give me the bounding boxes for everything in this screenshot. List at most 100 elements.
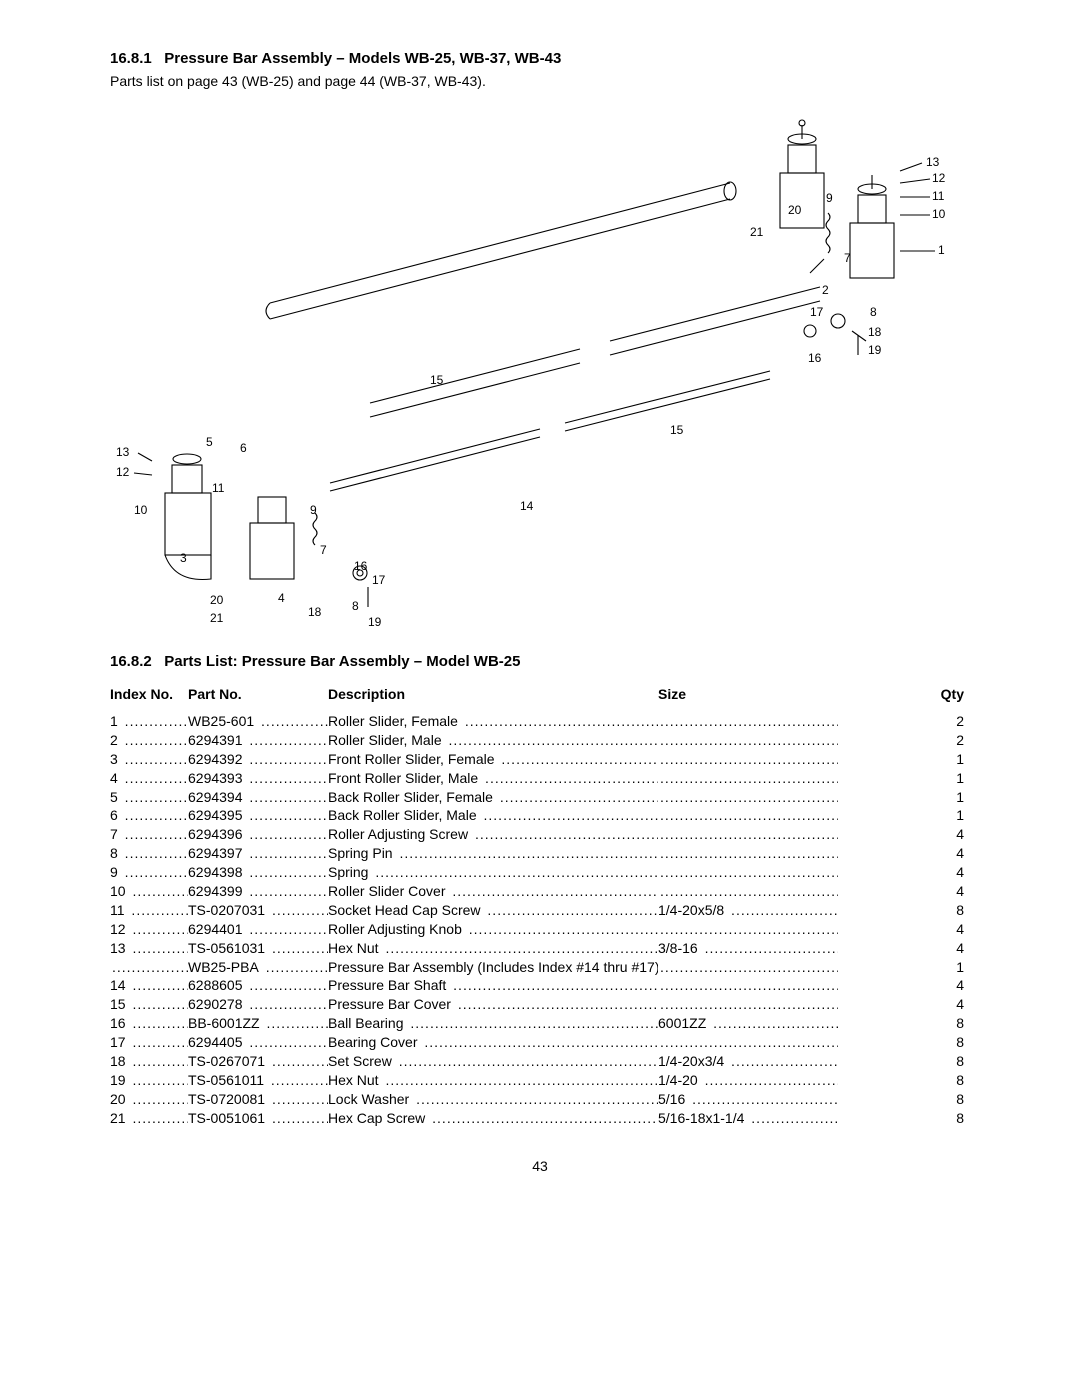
parts-row: 106294399Roller Slider Cover4 — [110, 882, 970, 901]
callout-19-lower: 19 — [368, 615, 381, 629]
callout-15b: 15 — [670, 423, 683, 437]
cell-index: 20 — [110, 1090, 188, 1109]
cell-description: Pressure Bar Shaft — [328, 976, 658, 995]
cell-qty: 8 — [838, 1033, 970, 1052]
cell-index: 9 — [110, 863, 188, 882]
cell-qty: 2 — [838, 731, 970, 750]
cell-part-no: BB-6001ZZ — [188, 1014, 328, 1033]
cell-qty: 4 — [838, 976, 970, 995]
cell-size: 3/8-16 — [658, 939, 838, 958]
cell-description: Spring — [328, 863, 658, 882]
cell-qty: 4 — [838, 882, 970, 901]
parts-row: 21TS-0051061Hex Cap Screw5/16-18x1-1/48 — [110, 1109, 970, 1128]
callout-8-lower: 8 — [352, 599, 359, 613]
cell-size — [658, 882, 838, 901]
section-subtext: Parts list on page 43 (WB-25) and page 4… — [110, 73, 970, 89]
parts-row: 176294405Bearing Cover8 — [110, 1033, 970, 1052]
callout-18-lower: 18 — [308, 605, 321, 619]
cell-part-no: 6294399 — [188, 882, 328, 901]
cell-qty: 8 — [838, 901, 970, 920]
cell-size — [658, 731, 838, 750]
cell-part-no: 6290278 — [188, 995, 328, 1014]
parts-row: 36294392Front Roller Slider, Female1 — [110, 750, 970, 769]
cell-description: Roller Adjusting Screw — [328, 825, 658, 844]
parts-table-header: Index No. Part No. Description Size Qty — [110, 686, 970, 702]
cell-size — [658, 712, 838, 731]
section-title: Pressure Bar Assembly – Models WB-25, WB… — [164, 50, 561, 67]
cell-size — [658, 863, 838, 882]
cell-description: Roller Adjusting Knob — [328, 920, 658, 939]
section-16-8-2-heading: 16.8.2 Parts List: Pressure Bar Assembly… — [110, 653, 970, 670]
col-index: Index No. — [110, 686, 188, 702]
cell-index: 11 — [110, 901, 188, 920]
cell-index: 21 — [110, 1109, 188, 1128]
parts-row: WB25-PBAPressure Bar Assembly (Includes … — [110, 958, 970, 977]
cell-index: 15 — [110, 995, 188, 1014]
cell-size: 5/16-18x1-1/4 — [658, 1109, 838, 1128]
callout-11-upper: 11 — [932, 189, 944, 203]
cell-size: 5/16 — [658, 1090, 838, 1109]
cell-description: Hex Nut — [328, 939, 658, 958]
cell-index: 19 — [110, 1071, 188, 1090]
callout-14: 14 — [520, 499, 533, 513]
cell-qty: 4 — [838, 920, 970, 939]
cell-qty: 4 — [838, 844, 970, 863]
cell-part-no: 6294393 — [188, 769, 328, 788]
col-size: Size — [658, 686, 838, 702]
cell-description: Spring Pin — [328, 844, 658, 863]
cell-description: Roller Slider Cover — [328, 882, 658, 901]
cell-index: 7 — [110, 825, 188, 844]
cell-index: 8 — [110, 844, 188, 863]
cell-qty: 4 — [838, 825, 970, 844]
cell-description: Front Roller Slider, Male — [328, 769, 658, 788]
cell-part-no: WB25-PBA — [188, 958, 328, 977]
cell-description: Bearing Cover — [328, 1033, 658, 1052]
diagram-svg — [110, 103, 970, 623]
cell-qty: 8 — [838, 1090, 970, 1109]
parts-row: 18TS-0267071Set Screw1/4-20x3/48 — [110, 1052, 970, 1071]
cell-part-no: WB25-601 — [188, 712, 328, 731]
cell-description: Hex Cap Screw — [328, 1109, 658, 1128]
callout-17-upper: 17 — [810, 305, 823, 319]
parts-row: 1WB25-601Roller Slider, Female2 — [110, 712, 970, 731]
cell-description: Socket Head Cap Screw — [328, 901, 658, 920]
section-number: 16.8.1 — [110, 50, 152, 67]
cell-size — [658, 920, 838, 939]
parts-table-body: 1WB25-601Roller Slider, Female226294391R… — [110, 712, 970, 1128]
callout-5: 5 — [206, 435, 213, 449]
parts-row: 66294395Back Roller Slider, Male1 — [110, 806, 970, 825]
cell-index: 2 — [110, 731, 188, 750]
cell-description: Front Roller Slider, Female — [328, 750, 658, 769]
section2-number: 16.8.2 — [110, 653, 152, 670]
cell-part-no: 6294395 — [188, 806, 328, 825]
section2-title: Parts List: Pressure Bar Assembly – Mode… — [164, 653, 520, 670]
callout-4: 4 — [278, 591, 285, 605]
cell-part-no: 6294405 — [188, 1033, 328, 1052]
callout-12-upper: 12 — [932, 171, 945, 185]
callout-20-lower: 20 — [210, 593, 223, 607]
callout-18-upper: 18 — [868, 325, 881, 339]
cell-part-no: 6294392 — [188, 750, 328, 769]
cell-part-no: 6294397 — [188, 844, 328, 863]
callout-11-lower: 11 — [212, 481, 224, 495]
callout-12-lower: 12 — [116, 465, 129, 479]
cell-part-no: 6288605 — [188, 976, 328, 995]
cell-qty: 2 — [838, 712, 970, 731]
cell-qty: 8 — [838, 1109, 970, 1128]
cell-index: 6 — [110, 806, 188, 825]
callout-10-lower: 10 — [134, 503, 147, 517]
callout-6: 6 — [240, 441, 247, 455]
cell-size: 1/4-20x5/8 — [658, 901, 838, 920]
cell-part-no: 6294398 — [188, 863, 328, 882]
cell-size — [658, 976, 838, 995]
cell-qty: 1 — [838, 806, 970, 825]
cell-index: 13 — [110, 939, 188, 958]
cell-size — [658, 995, 838, 1014]
cell-qty: 8 — [838, 1071, 970, 1090]
cell-index: 18 — [110, 1052, 188, 1071]
cell-description: Pressure Bar Assembly (Includes Index #1… — [328, 958, 658, 977]
parts-row: 156290278Pressure Bar Cover4 — [110, 995, 970, 1014]
callout-16-lower: 16 — [354, 559, 367, 573]
cell-size — [658, 1033, 838, 1052]
cell-size — [658, 788, 838, 807]
